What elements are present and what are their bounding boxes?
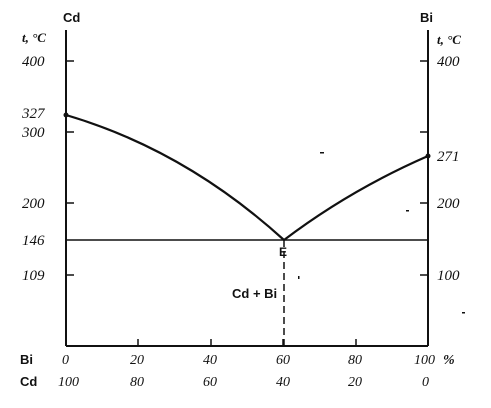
bi-melting-point-dot — [425, 153, 431, 159]
scan-specks — [298, 152, 465, 314]
speck — [320, 152, 324, 154]
bottom-row1-tick-60: 60 — [276, 353, 290, 368]
liquidus-cd-curve — [65, 113, 285, 241]
bottom-row1-tick-40: 40 — [203, 353, 217, 368]
right-tick-label-200: 200 — [437, 196, 460, 212]
right-element-label: Bi — [420, 10, 433, 25]
speck — [462, 312, 465, 314]
right-tick-label-271: 271 — [437, 149, 460, 165]
eutectic-point-label: E — [279, 245, 287, 259]
axes — [65, 30, 429, 347]
right-axis-ticks — [420, 60, 428, 276]
bottom-row2-tick-60: 60 — [203, 375, 217, 390]
right-unit-label: t, °C — [437, 32, 461, 47]
bottom-row2-tick-40: 40 — [276, 375, 290, 390]
liquidus-bi-curve — [283, 154, 429, 241]
bottom-row2-label: Cd — [20, 374, 37, 389]
left-tick-label-146: 146 — [22, 233, 45, 249]
phase-region-label: Cd + Bi — [232, 286, 277, 301]
left-element-label: Cd — [63, 10, 80, 25]
bottom-row1-tick-80: 80 — [348, 353, 362, 368]
bottom-row1-tick-0: 0 — [62, 353, 69, 368]
bottom-row2-tick-100: 100 — [58, 375, 79, 390]
left-tick-label-109: 109 — [22, 268, 45, 284]
bottom-axis-ticks — [137, 339, 357, 346]
speck — [406, 210, 409, 212]
bottom-row2-tick-20: 20 — [348, 375, 362, 390]
left-tick-label-300: 300 — [21, 125, 45, 141]
left-unit-label: t, °C — [22, 30, 46, 45]
bottom-row1-label: Bi — [20, 352, 33, 367]
left-tick-label-200: 200 — [22, 196, 45, 212]
speck — [298, 276, 300, 279]
left-tick-label-400: 400 — [22, 54, 45, 70]
left-tick-label-327: 327 — [21, 106, 46, 122]
bottom-row2-tick-80: 80 — [130, 375, 144, 390]
bottom-row1-tick-20: 20 — [130, 353, 144, 368]
right-tick-label-400: 400 — [437, 54, 460, 70]
left-axis-ticks — [66, 60, 74, 276]
bottom-percent-sign: % — [443, 353, 455, 368]
bottom-row2-tick-0: 0 — [422, 375, 429, 390]
right-tick-label-100: 100 — [437, 268, 460, 284]
cd-melting-point-dot — [63, 112, 69, 118]
bottom-row1-tick-100: 100 — [414, 353, 435, 368]
